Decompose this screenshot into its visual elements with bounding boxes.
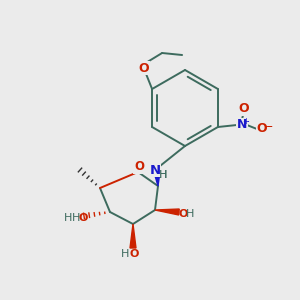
Text: N: N [237,118,247,131]
Text: O: O [139,61,149,74]
Text: O: O [134,160,144,173]
Text: −: − [264,122,274,132]
Text: O: O [178,209,188,219]
Text: O: O [256,122,267,136]
Text: O: O [139,61,149,74]
Polygon shape [154,172,160,186]
Text: H: H [186,209,194,219]
Text: H: H [121,249,129,259]
Text: N: N [149,164,161,176]
Text: O: O [78,213,88,223]
Text: H: H [159,170,167,180]
Text: −: − [264,122,274,132]
Text: H: H [64,213,72,223]
Text: H: H [159,170,167,180]
Text: +: + [242,116,249,125]
Text: O: O [256,122,267,136]
Text: O: O [238,103,249,116]
Text: +: + [242,116,249,125]
Polygon shape [155,209,179,215]
Text: N: N [149,164,161,176]
Polygon shape [130,224,136,248]
Text: O: O [134,160,144,173]
Text: O: O [129,249,139,259]
Text: N: N [237,118,247,131]
Text: H: H [72,213,80,223]
Text: O: O [238,103,249,116]
